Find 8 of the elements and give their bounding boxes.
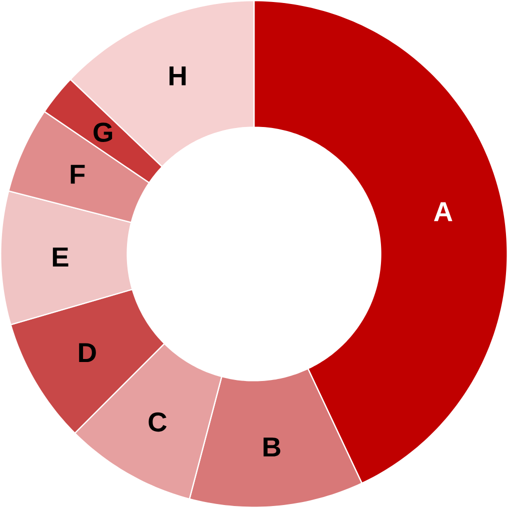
slice-label: F: [70, 164, 85, 184]
slice-label: C: [148, 412, 167, 432]
slice-label: D: [79, 343, 96, 362]
slice-label: G: [94, 122, 112, 142]
slice-label: A: [434, 202, 452, 222]
slice-label: E: [52, 248, 68, 266]
slice-label: H: [170, 66, 186, 86]
slice-label: B: [264, 438, 280, 456]
